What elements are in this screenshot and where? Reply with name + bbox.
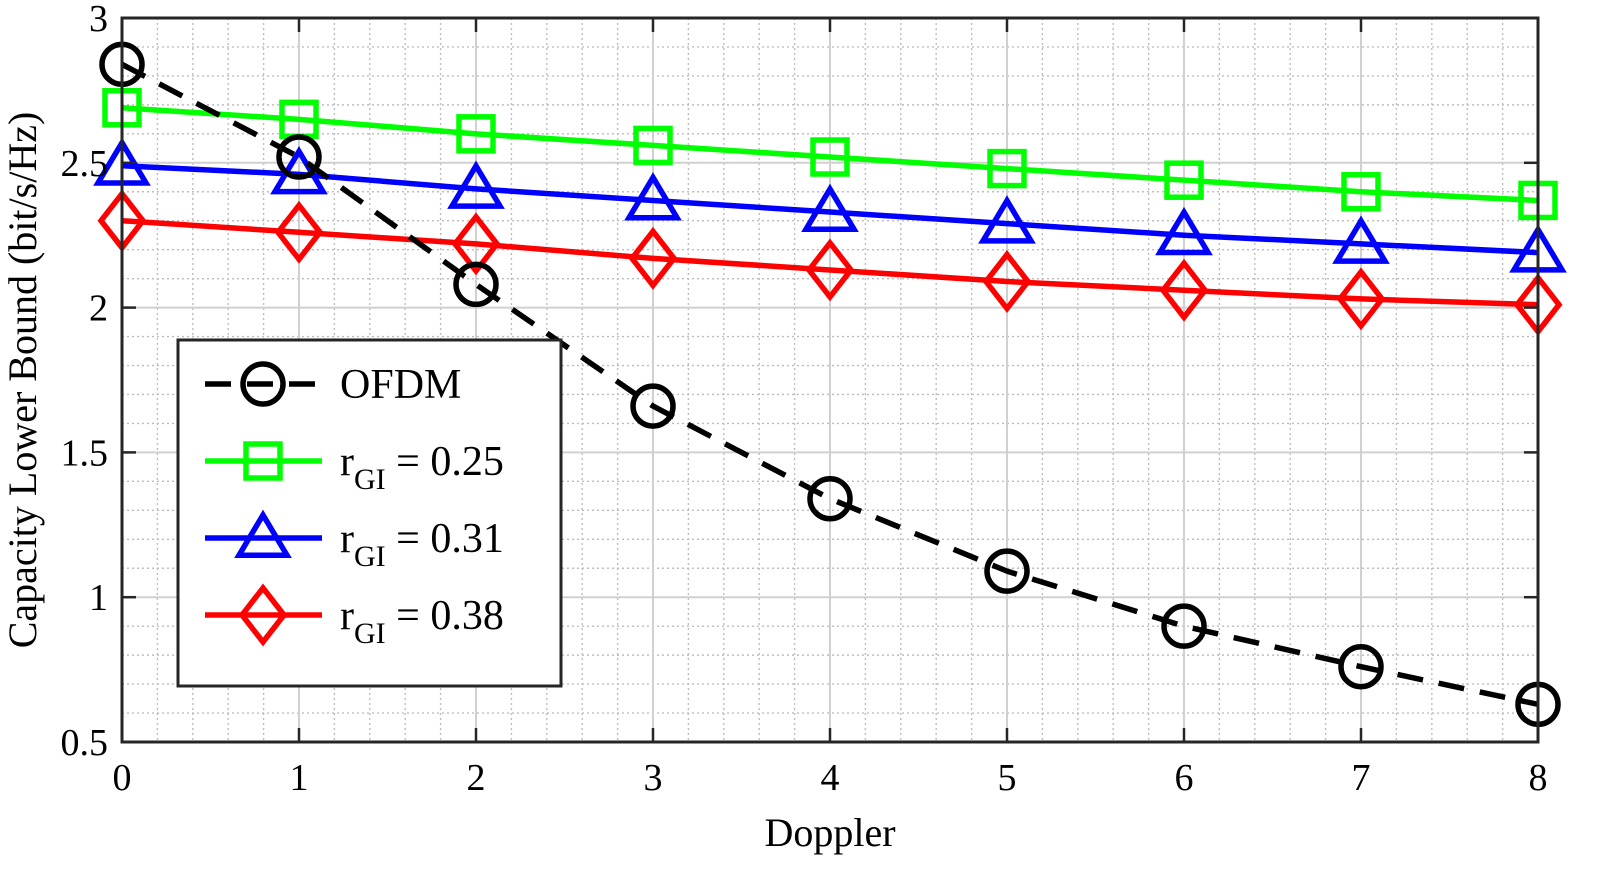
legend-label: rGI = 0.38: [340, 593, 504, 650]
x-tick-label: 5: [998, 757, 1017, 799]
x-tick-label: 6: [1175, 757, 1194, 799]
data-point: [276, 134, 322, 180]
y-tick-label: 3: [89, 0, 108, 40]
data-point: [1161, 603, 1207, 649]
data-point: [1164, 160, 1204, 200]
series-line: [121, 162, 1539, 256]
y-tick-label: 2: [89, 288, 108, 330]
legend: OFDM rGI = 0.25 rGI = 0.31 rGI = 0.38: [176, 338, 563, 688]
data-point: [984, 548, 1030, 594]
legend-marker: [240, 361, 286, 407]
x-tick-label: 2: [467, 757, 486, 799]
series-line: [120, 61, 1539, 708]
x-tick-label: 1: [290, 757, 309, 799]
data-point: [1155, 206, 1213, 256]
series-line: [121, 217, 1539, 308]
data-point: [978, 195, 1036, 244]
legend-item: rGI = 0.38: [205, 583, 504, 650]
data-point: [1341, 172, 1381, 212]
ticks: [120, 16, 1540, 744]
y-axis-label: Capacity Lower Bound (bit/s/Hz): [0, 112, 45, 649]
data-point: [1336, 267, 1386, 331]
x-tick-label: 8: [1529, 757, 1548, 799]
legend-item: OFDM: [205, 361, 461, 408]
data-point: [456, 114, 496, 154]
data-point: [982, 250, 1032, 314]
legend-item: rGI = 0.25: [205, 439, 504, 496]
x-tick-label: 4: [821, 757, 840, 799]
data-point: [805, 238, 855, 302]
series-diamond: [97, 189, 1563, 337]
y-tick-label: 1.5: [61, 432, 109, 474]
tick-labels: 0 1 2 3 4 5 6 7 8 0.5 1 1.5 2 2.5 3: [61, 0, 1548, 799]
data-point: [447, 160, 505, 209]
data-point: [1159, 258, 1209, 322]
data-point: [630, 383, 676, 429]
data-point: [1338, 643, 1384, 690]
legend-marker: [238, 583, 288, 647]
data-point: [810, 137, 850, 177]
y-tick-label: 2.5: [61, 143, 109, 185]
data-point: [987, 148, 1027, 189]
data-point: [1332, 215, 1390, 264]
legend-item: rGI = 0.31: [205, 509, 504, 573]
data-point: [453, 261, 499, 308]
legend-label: rGI = 0.25: [340, 439, 504, 496]
series-layer: [93, 41, 1567, 728]
legend-label: OFDM: [340, 362, 461, 408]
x-tick-label: 0: [113, 757, 132, 799]
x-tick-label: 7: [1352, 757, 1371, 799]
legend-label: rGI = 0.31: [340, 516, 504, 573]
data-point: [801, 183, 859, 233]
y-tick-label: 1: [89, 577, 108, 619]
series-triangle: [93, 137, 1567, 273]
x-axis-label: Doppler: [764, 810, 895, 855]
legend-box: [176, 338, 563, 688]
data-point: [451, 212, 501, 276]
data-point: [628, 226, 678, 290]
series-line: [121, 105, 1539, 204]
data-point: [807, 475, 853, 522]
data-point: [633, 125, 673, 166]
y-tick-label: 0.5: [61, 722, 109, 764]
legend-marker: [243, 441, 283, 481]
data-point: [274, 200, 324, 264]
x-tick-label: 3: [644, 757, 663, 799]
legend-marker: [234, 509, 292, 558]
series-circle: [99, 41, 1561, 728]
data-point: [624, 172, 682, 221]
